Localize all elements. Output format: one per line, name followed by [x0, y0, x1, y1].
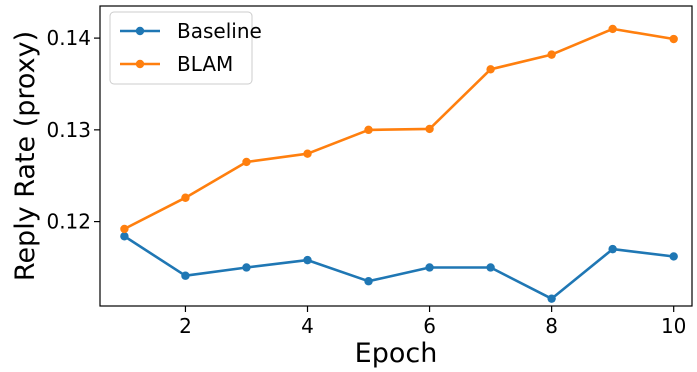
x-axis-ticks: 2 4 6 8 10 [179, 306, 686, 338]
x-tick-label: 6 [423, 314, 436, 338]
legend-label-baseline: Baseline [177, 19, 262, 43]
data-point-baseline [303, 255, 312, 265]
x-axis-title: Epoch [355, 338, 438, 369]
data-point-blam [547, 50, 556, 59]
data-point-blam [669, 34, 678, 44]
data-point-baseline [364, 277, 373, 286]
y-tick-label: 0.14 [46, 26, 91, 50]
data-point-blam [425, 124, 434, 134]
x-tick-label: 2 [179, 314, 192, 338]
data-point-blam [608, 24, 617, 34]
data-point-baseline [120, 232, 129, 241]
data-point-blam [303, 149, 312, 158]
legend-marker-baseline [135, 26, 145, 36]
x-tick-label: 10 [661, 314, 686, 338]
data-point-baseline [486, 263, 495, 272]
data-point-blam [364, 125, 373, 135]
legend: Baseline BLAM [109, 11, 262, 85]
x-tick-label: 8 [545, 314, 558, 338]
legend-label-blam: BLAM [177, 52, 233, 76]
data-point-baseline [242, 263, 251, 272]
legend-marker-blam [135, 59, 145, 69]
data-point-baseline [547, 294, 556, 303]
data-point-baseline [608, 244, 617, 254]
data-point-blam [120, 224, 129, 234]
y-tick-label: 0.12 [46, 210, 91, 234]
plot-frame [99, 5, 693, 307]
data-point-baseline [669, 252, 678, 261]
y-axis-ticks: 0.12 0.13 0.14 [46, 26, 100, 234]
series-line-blam [123, 27, 674, 231]
data-point-blam [181, 193, 190, 202]
y-axis-title: Reply Rate (proxy) [10, 31, 41, 281]
series-line-baseline [123, 235, 674, 301]
data-point-blam [242, 157, 251, 167]
data-point-baseline [181, 271, 190, 280]
data-point-blam [486, 65, 495, 74]
x-tick-label: 4 [301, 314, 314, 338]
data-point-baseline [425, 263, 434, 272]
y-tick-label: 0.13 [46, 118, 91, 142]
series-layer [120, 24, 678, 303]
